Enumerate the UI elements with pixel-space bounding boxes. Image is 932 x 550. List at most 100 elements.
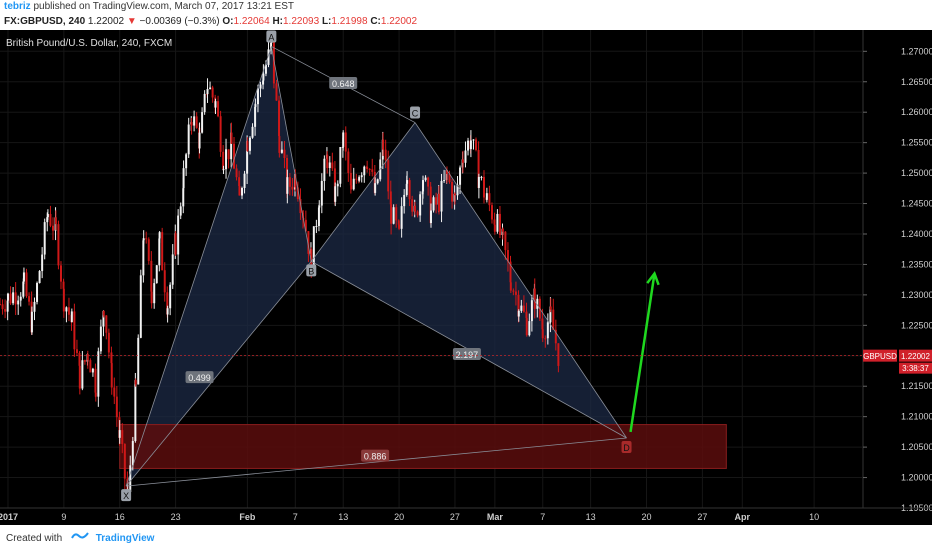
price-tick-label: 1.22500 bbox=[901, 320, 932, 330]
candle-body bbox=[230, 132, 233, 144]
candle-body bbox=[328, 162, 331, 169]
projection-arrow-head bbox=[646, 270, 660, 286]
candle-body bbox=[166, 292, 169, 315]
candle-body bbox=[17, 300, 20, 305]
candle-body bbox=[459, 167, 462, 185]
point-label-d: D bbox=[623, 443, 630, 453]
candle-body bbox=[493, 219, 496, 225]
close-label: C: bbox=[370, 16, 381, 27]
chart-title: British Pound/U.S. Dollar, 240, FXCM bbox=[6, 38, 172, 49]
point-label-x: X bbox=[123, 491, 129, 501]
candle-body bbox=[414, 205, 417, 212]
candle-body bbox=[91, 368, 94, 373]
candle-body bbox=[158, 232, 161, 239]
pattern-point-c: C bbox=[410, 106, 421, 119]
candle-body bbox=[4, 309, 7, 312]
candle-body bbox=[238, 186, 241, 196]
candle-body bbox=[254, 106, 257, 127]
ratio-value: 2.197 bbox=[456, 350, 479, 360]
symbol-label: FX:GBPUSD, 240 bbox=[4, 16, 86, 27]
price-badge-bg bbox=[899, 349, 932, 362]
candle-body bbox=[28, 296, 31, 302]
candle-body bbox=[541, 329, 544, 339]
candle-body bbox=[323, 158, 326, 181]
candle-body bbox=[198, 132, 201, 149]
candle-body bbox=[219, 116, 222, 152]
candle-body bbox=[395, 207, 398, 221]
candle-body bbox=[243, 173, 246, 188]
candle-body bbox=[51, 225, 54, 231]
xab-triangle bbox=[126, 46, 312, 487]
candle-body bbox=[254, 104, 257, 107]
tradingview-logo-icon bbox=[71, 527, 89, 550]
candle-body bbox=[94, 392, 97, 397]
candle-body bbox=[317, 207, 320, 227]
candle-body bbox=[86, 354, 89, 361]
candle-body bbox=[304, 219, 307, 232]
time-tick-label: 7 bbox=[293, 512, 298, 522]
candle-body bbox=[445, 170, 448, 174]
candle-body bbox=[217, 101, 220, 117]
candle-body bbox=[344, 132, 347, 152]
tradingview-brand[interactable]: TradingView bbox=[95, 533, 155, 545]
candle-body bbox=[283, 149, 286, 159]
candle-body bbox=[246, 141, 249, 174]
candle-body bbox=[475, 139, 478, 150]
candle-body bbox=[363, 166, 366, 176]
candle-body bbox=[30, 311, 33, 333]
time-tick-label: Mar bbox=[487, 512, 504, 522]
candle-body bbox=[387, 160, 390, 192]
pattern-line-ab bbox=[270, 46, 312, 262]
candle-body bbox=[358, 177, 361, 181]
change-value: −0.00369 (−0.3%) bbox=[139, 16, 220, 27]
time-tick-label: Feb bbox=[239, 512, 256, 522]
candle-body bbox=[57, 224, 60, 266]
price-tick-label: 1.26000 bbox=[901, 107, 932, 117]
candle-body bbox=[517, 310, 520, 317]
pattern-line-xb bbox=[125, 261, 312, 487]
candle-body bbox=[544, 338, 547, 340]
candle-body bbox=[259, 84, 262, 89]
candle-body bbox=[129, 465, 132, 492]
candle-body bbox=[78, 352, 81, 366]
candle-body bbox=[437, 193, 440, 212]
chart-panel[interactable]: British Pound/U.S. Dollar, 240, FXCM X A B C… bbox=[0, 30, 932, 525]
candle-body bbox=[430, 210, 432, 224]
candle-body bbox=[435, 197, 438, 205]
price-tick-label: 1.26500 bbox=[901, 77, 932, 87]
footer: Created with TradingView bbox=[0, 527, 932, 550]
candle-body bbox=[390, 204, 393, 224]
candle-body bbox=[251, 126, 254, 138]
candle-body bbox=[485, 193, 488, 200]
countdown-value: 3:38:37 bbox=[902, 364, 929, 373]
price-chart[interactable]: British Pound/U.S. Dollar, 240, FXCM X A B C… bbox=[0, 30, 932, 525]
candle-body bbox=[488, 193, 491, 206]
candle-body bbox=[533, 288, 536, 309]
candles bbox=[0, 40, 560, 501]
bcd-triangle bbox=[311, 122, 627, 438]
candle-body bbox=[147, 239, 150, 261]
candle-body bbox=[264, 64, 267, 74]
candle-body bbox=[482, 176, 485, 198]
candle-body bbox=[267, 49, 270, 65]
candle-body bbox=[139, 275, 142, 338]
candle-body bbox=[291, 186, 294, 190]
price-tick-label: 1.24000 bbox=[901, 229, 932, 239]
time-tick-label: 2017 bbox=[0, 512, 18, 522]
candle-body bbox=[209, 87, 212, 89]
ratio-value: 0.648 bbox=[332, 79, 355, 89]
candle-body bbox=[22, 272, 25, 282]
candle-body bbox=[506, 250, 509, 262]
candle-body bbox=[150, 291, 153, 304]
candle-body bbox=[75, 349, 78, 353]
projection-arrow bbox=[629, 273, 656, 433]
symbol-badge-label: GBPUSD bbox=[863, 352, 897, 361]
author-name[interactable]: tebriz bbox=[4, 1, 31, 12]
candle-body bbox=[331, 162, 334, 169]
candle-body bbox=[9, 293, 12, 304]
candle-body bbox=[288, 177, 291, 187]
time-tick-label: 23 bbox=[171, 512, 181, 522]
candle-body bbox=[67, 307, 70, 315]
candle-body bbox=[25, 272, 28, 297]
candle-body bbox=[107, 332, 110, 353]
